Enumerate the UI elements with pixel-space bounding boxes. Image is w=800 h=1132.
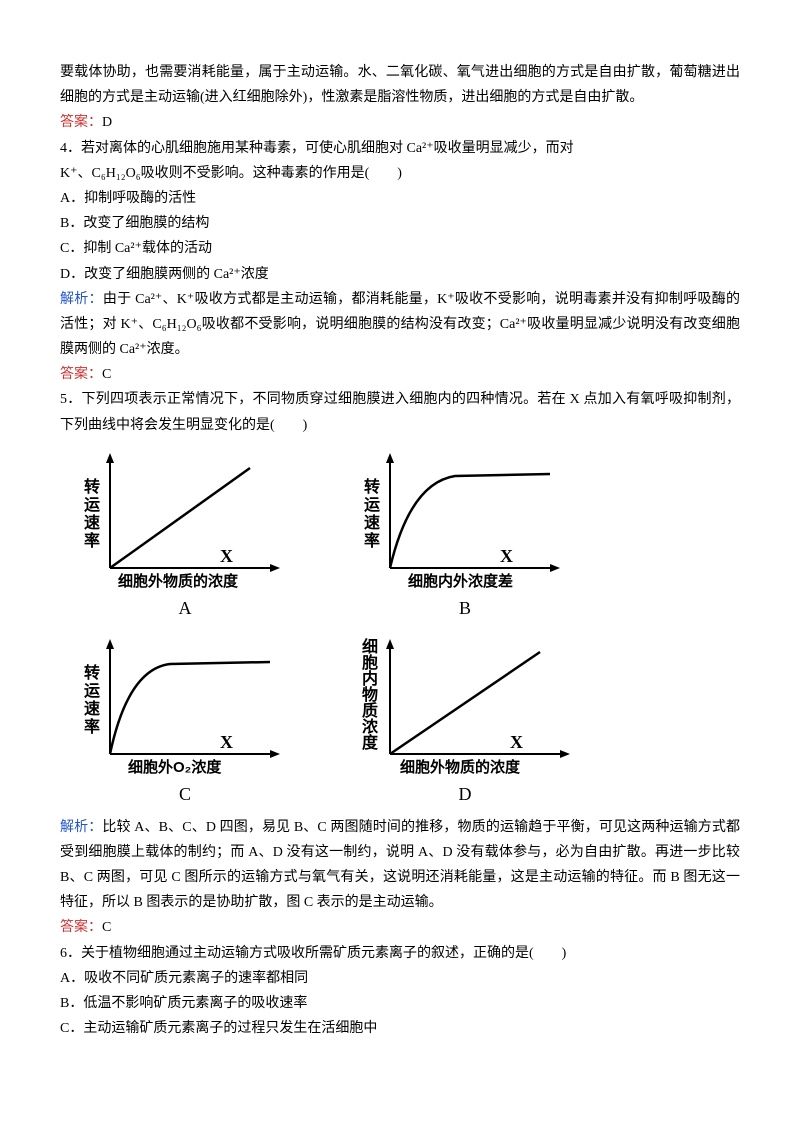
chart-A-xlabel: 细胞外物质的浓度	[118, 572, 239, 588]
q4-optC: C．抑制 Ca²⁺载体的活动	[60, 236, 740, 261]
q4-optD: D．改变了细胞膜两侧的 Ca²⁺浓度	[60, 262, 740, 287]
q5-answer: 答案：C	[60, 915, 740, 940]
chart-C-curve	[110, 662, 270, 754]
svg-text:率: 率	[364, 531, 380, 550]
q6-stem: 6．关于植物细胞通过主动运输方式吸收所需矿质元素离子的叙述，正确的是( )	[60, 941, 740, 966]
chart-C-xmark: X	[220, 732, 233, 752]
analysis-label: 解析：	[60, 292, 103, 307]
chart-A-ylabel: 转 运 速 率	[84, 477, 100, 550]
svg-text:运: 运	[364, 496, 380, 514]
answer-label: 答案：	[60, 367, 102, 382]
chart-B-ylabel: 转 运 速 率	[364, 477, 380, 550]
chart-C-ylabel: 转 运 速 率	[84, 663, 100, 736]
page: 要载体协助，也需要消耗能量，属于主动运输。水、二氧化碳、氧气进出细胞的方式是自由…	[0, 0, 800, 1101]
analysis-label: 解析：	[60, 820, 102, 835]
q4-stem1: 4．若对离体的心肌细胞施用某种毒素，可使心肌细胞对 Ca²⁺吸收量明显减少，而对	[60, 136, 740, 161]
q4-answer: 答案：C	[60, 362, 740, 387]
chart-B-curve	[390, 474, 550, 568]
svg-text:转: 转	[84, 477, 100, 496]
chart-B-xlabel: 细胞内外浓度差	[408, 572, 513, 588]
chart-B-letter: B	[360, 592, 570, 624]
svg-text:率: 率	[84, 531, 100, 550]
q4-optA: A．抑制呼吸酶的活性	[60, 186, 740, 211]
answer-value: C	[102, 367, 111, 382]
intro-answer: 答案：D	[60, 110, 740, 135]
charts-row-1: 转 运 速 率 X 细胞外物质的浓度 A 转 运 速	[80, 448, 740, 624]
svg-text:物: 物	[362, 685, 378, 704]
charts-row-2: 转 运 速 率 X 细胞外O₂浓度 C 细 胞 内	[80, 634, 740, 810]
chart-B: 转 运 速 率 X 细胞内外浓度差 B	[360, 448, 570, 624]
svg-text:质: 质	[362, 701, 378, 720]
chart-A: 转 运 速 率 X 细胞外物质的浓度 A	[80, 448, 290, 624]
svg-text:率: 率	[84, 717, 100, 736]
chart-B-svg: 转 运 速 率 X 细胞内外浓度差	[360, 448, 570, 588]
chart-D-svg: 细 胞 内 物 质 浓 度 X 细胞外物质的浓度	[360, 634, 580, 774]
answer-value: D	[102, 115, 112, 130]
q6-optA: A．吸收不同矿质元素离子的速率都相同	[60, 966, 740, 991]
svg-text:内: 内	[362, 669, 378, 688]
chart-D-letter: D	[360, 778, 570, 810]
analysis-text: 比较 A、B、C、D 四图，易见 B、C 两图随时间的推移，物质的运输趋于平衡，…	[60, 820, 740, 911]
q6-optB: B．低温不影响矿质元素离子的吸收速率	[60, 991, 740, 1016]
chart-D-xmark: X	[510, 732, 523, 752]
svg-text:运: 运	[84, 682, 100, 700]
chart-A-xmark: X	[220, 546, 233, 566]
answer-label: 答案：	[60, 115, 102, 130]
svg-text:转: 转	[364, 477, 380, 496]
chart-C-letter: C	[80, 778, 290, 810]
svg-text:速: 速	[84, 514, 100, 532]
chart-D-xlabel: 细胞外物质的浓度	[400, 758, 521, 774]
q6-optC: C．主动运输矿质元素离子的过程只发生在活细胞中	[60, 1016, 740, 1041]
chart-D-ylabel: 细 胞 内 物 质 浓 度	[361, 637, 379, 752]
analysis-text: 由于 Ca²⁺、K⁺吸收方式都是主动运输，都消耗能量，K⁺吸收不受影响，说明毒素…	[60, 292, 740, 357]
q5-stem: 5．下列四项表示正常情况下，不同物质穿过细胞膜进入细胞内的四种情况。若在 X 点…	[60, 387, 740, 437]
chart-D: 细 胞 内 物 质 浓 度 X 细胞外物质的浓度 D	[360, 634, 570, 810]
svg-text:浓: 浓	[362, 718, 379, 736]
answer-label: 答案：	[60, 920, 102, 935]
chart-C: 转 运 速 率 X 细胞外O₂浓度 C	[80, 634, 290, 810]
svg-text:细: 细	[362, 637, 378, 656]
q4-analysis: 解析：由于 Ca²⁺、K⁺吸收方式都是主动运输，都消耗能量，K⁺吸收不受影响，说…	[60, 287, 740, 363]
intro-text: 要载体协助，也需要消耗能量，属于主动运输。水、二氧化碳、氧气进出细胞的方式是自由…	[60, 60, 740, 110]
q4-optB: B．改变了细胞膜的结构	[60, 211, 740, 236]
q4-stem2: K⁺、C₆H₁₂O₆吸收则不受影响。这种毒素的作用是( )	[60, 161, 740, 186]
chart-B-xmark: X	[500, 546, 513, 566]
svg-text:运: 运	[84, 496, 100, 514]
answer-value: C	[102, 920, 111, 935]
chart-C-xlabel: 细胞外O₂浓度	[128, 758, 222, 774]
chart-C-svg: 转 运 速 率 X 细胞外O₂浓度	[80, 634, 290, 774]
svg-text:速: 速	[364, 514, 380, 532]
q5-analysis: 解析：比较 A、B、C、D 四图，易见 B、C 两图随时间的推移，物质的运输趋于…	[60, 815, 740, 916]
chart-A-letter: A	[80, 592, 290, 624]
svg-text:度: 度	[362, 733, 379, 752]
svg-text:胞: 胞	[361, 653, 378, 672]
chart-A-svg: 转 运 速 率 X 细胞外物质的浓度	[80, 448, 290, 588]
svg-text:速: 速	[84, 700, 100, 718]
svg-text:转: 转	[84, 663, 100, 682]
